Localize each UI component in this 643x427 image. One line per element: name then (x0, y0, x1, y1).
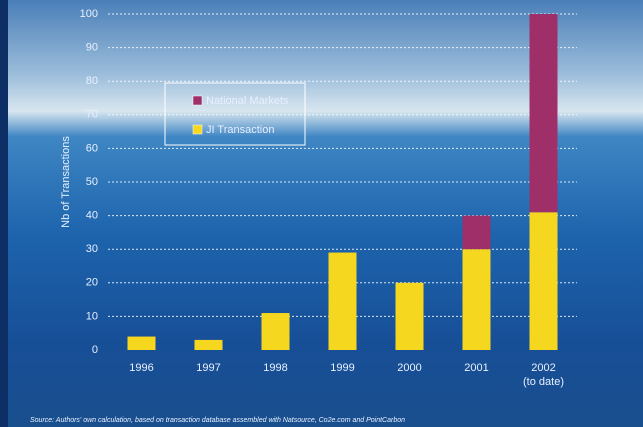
y-tick-label: 90 (86, 42, 98, 54)
bar-segment (127, 336, 156, 350)
bar-segment (529, 212, 558, 350)
y-tick-label: 80 (86, 75, 98, 87)
x-tick-label: 1998 (263, 362, 287, 374)
x-tick-label: 1996 (129, 362, 153, 374)
bar-segment (261, 313, 290, 350)
x-tick-label: 2001 (464, 362, 488, 374)
bar-segment (194, 339, 223, 350)
y-tick-label: 0 (92, 344, 98, 356)
legend (164, 82, 306, 146)
y-tick-label: 60 (86, 142, 98, 154)
y-tick-label: 20 (86, 277, 98, 289)
legend-box (164, 82, 306, 146)
y-tick-label: 30 (86, 243, 98, 255)
source-note: Source: Authors' own calculation, based … (30, 417, 405, 424)
y-tick-label: 70 (86, 109, 98, 121)
x-tick-label: 1999 (330, 362, 354, 374)
bar-segment (328, 252, 357, 350)
bar-segment (395, 282, 424, 350)
x-tick-label: 2000 (397, 362, 421, 374)
legend-swatch (192, 95, 203, 106)
bar-segment (462, 215, 491, 250)
legend-label: National Markets (206, 95, 289, 107)
bar-segment (529, 14, 558, 213)
y-axis-label: Nb of Transactions (60, 136, 72, 228)
bar-segment (462, 249, 491, 350)
frame (0, 0, 8, 427)
y-tick-label: 40 (86, 210, 98, 222)
y-tick-label: 50 (86, 176, 98, 188)
x-tick-note: (to date) (523, 376, 564, 388)
legend-swatch (192, 124, 203, 135)
x-tick-label: 1997 (196, 362, 220, 374)
y-tick-label: 10 (86, 310, 98, 322)
y-tick-label: 100 (80, 8, 98, 20)
x-tick-label: 2002 (531, 362, 555, 374)
legend-label: JI Transaction (206, 124, 274, 136)
